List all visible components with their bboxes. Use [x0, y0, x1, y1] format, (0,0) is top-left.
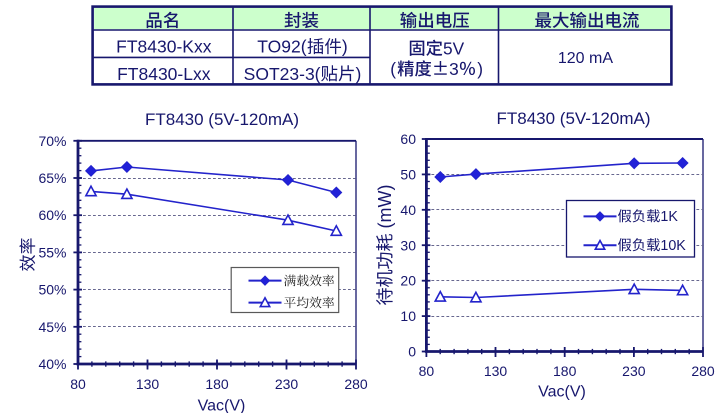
svg-text:): ): [356, 64, 362, 84]
svg-text:20: 20: [400, 273, 416, 289]
svg-text:Vac(V): Vac(V): [198, 398, 246, 413]
svg-text:): ): [477, 59, 483, 79]
svg-text:(mW): (mW): [375, 184, 395, 228]
svg-text:80: 80: [419, 363, 435, 379]
svg-text:130: 130: [136, 376, 160, 392]
svg-text:0: 0: [408, 344, 416, 360]
svg-text:180: 180: [205, 376, 229, 392]
svg-text:65%: 65%: [38, 170, 66, 186]
svg-text:70%: 70%: [38, 133, 66, 149]
svg-text:Vac(V): Vac(V): [538, 384, 586, 401]
svg-text:55%: 55%: [38, 244, 66, 260]
svg-text:180: 180: [553, 363, 577, 379]
svg-text:30: 30: [400, 237, 416, 253]
svg-text:SOT23-3(: SOT23-3(: [244, 64, 321, 84]
svg-text:280: 280: [691, 363, 715, 379]
svg-text:TO92(: TO92(: [257, 37, 306, 57]
svg-text:60%: 60%: [38, 207, 66, 223]
svg-text:FT8430 (5V-120mA): FT8430 (5V-120mA): [496, 109, 650, 128]
svg-text:60: 60: [400, 131, 416, 147]
svg-text:(: (: [390, 59, 396, 79]
svg-text:230: 230: [622, 363, 646, 379]
svg-text:): ): [342, 37, 348, 57]
svg-text:40: 40: [400, 202, 416, 218]
svg-text:280: 280: [344, 376, 368, 392]
svg-text:80: 80: [70, 376, 86, 392]
svg-text:130: 130: [484, 363, 508, 379]
svg-text:FT8430 (5V-120mA): FT8430 (5V-120mA): [145, 110, 299, 129]
svg-text:230: 230: [275, 376, 299, 392]
svg-text:1K: 1K: [660, 209, 678, 225]
svg-text:10K: 10K: [660, 238, 686, 254]
svg-text:45%: 45%: [38, 319, 66, 335]
svg-text:FT8430-Lxx: FT8430-Lxx: [117, 64, 211, 84]
svg-text:10: 10: [400, 308, 416, 324]
svg-text:40%: 40%: [38, 356, 66, 372]
svg-text:5V: 5V: [443, 38, 465, 58]
svg-text:50: 50: [400, 166, 416, 182]
svg-text:3: 3: [449, 59, 459, 79]
svg-text:50%: 50%: [38, 282, 66, 298]
svg-text:FT8430-Kxx: FT8430-Kxx: [116, 37, 212, 57]
svg-text:120 mA: 120 mA: [558, 50, 613, 67]
